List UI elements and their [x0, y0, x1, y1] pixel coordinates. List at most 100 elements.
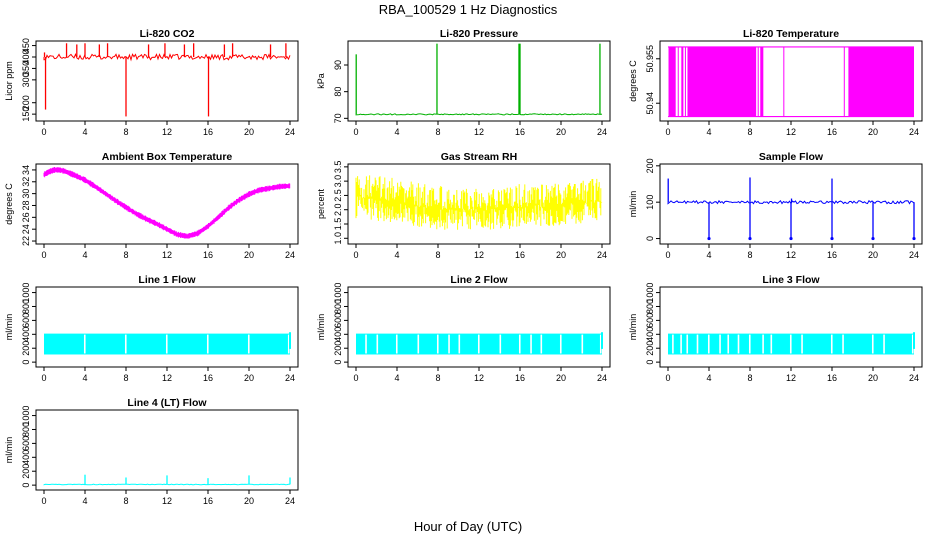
y-tick-label: 400 [21, 450, 31, 465]
x-tick-label: 20 [556, 127, 566, 137]
x-tick-label: 20 [244, 373, 254, 383]
y-tick-label: 1.0 [333, 232, 343, 245]
series-line [667, 199, 915, 205]
y-tick-label: 200 [21, 341, 31, 356]
y-tick-label: 600 [333, 313, 343, 328]
spike-point [912, 236, 916, 241]
y-tick-label: 1000 [645, 283, 655, 303]
x-tick-label: 20 [244, 250, 254, 260]
x-tick-label: 16 [203, 250, 213, 260]
x-tick-label: 24 [909, 127, 919, 137]
x-tick-label: 20 [868, 373, 878, 383]
flow-gap [686, 334, 689, 354]
y-tick-label: 800 [333, 299, 343, 314]
y-tick-label: 2.0 [333, 203, 343, 216]
x-tick-label: 0 [353, 127, 358, 137]
flow-gap [770, 334, 773, 354]
figure-title: RBA_100529 1 Hz Diagnostics [379, 2, 558, 17]
flow-gap [417, 334, 420, 354]
flow-gap [599, 334, 602, 354]
flow-gap [530, 334, 532, 354]
x-tick-label: 24 [909, 373, 919, 383]
panel-line4: Line 4 (LT) Flow 0 4 8 12 16 20 24 0 200400600800… [4, 397, 299, 506]
x-tick-label: 8 [123, 250, 128, 260]
x-tick-label: 20 [556, 373, 566, 383]
x-tick-label: 4 [82, 373, 87, 383]
y-tick-label: 32 [21, 177, 31, 187]
flow-gap [737, 334, 740, 354]
flow-gap [762, 334, 764, 354]
y-tick-label: 100 [645, 195, 655, 210]
x-tick-label: 20 [244, 127, 254, 137]
x-tick-label: 12 [162, 496, 172, 506]
y-tick-label: 0 [645, 236, 655, 241]
y-tick-label: 30 [21, 189, 31, 199]
y-axis-label: ml/min [628, 191, 638, 218]
flow-gap [448, 334, 450, 354]
panel-ambient: Ambient Box Temperature 0 4 8 12 16 20 24 22 24 26… [4, 151, 299, 260]
spike-point [707, 236, 711, 241]
y-axis-label: ml/min [4, 314, 14, 341]
y-tick-label: 80 [333, 87, 343, 97]
x-tick-label: 16 [827, 373, 837, 383]
x-tick-label: 8 [747, 127, 752, 137]
flow-gap [477, 334, 480, 354]
y-tick-label: 1000 [333, 283, 343, 303]
x-tick-label: 8 [435, 250, 440, 260]
x-tick-label: 24 [285, 496, 295, 506]
y-tick-label: 600 [645, 313, 655, 328]
spike-point [748, 236, 752, 241]
y-tick-label: 800 [645, 299, 655, 314]
x-tick-label: 24 [597, 127, 607, 137]
y-tick-label: 26 [21, 212, 31, 222]
x-tick-label: 16 [827, 127, 837, 137]
flow-gap [124, 334, 127, 354]
y-axis-label: degrees C [628, 60, 638, 102]
x-tick-label: 8 [123, 127, 128, 137]
panel-title: Line 4 (LT) Flow [127, 397, 207, 409]
y-tick-label: 600 [21, 313, 31, 328]
flow-gap [842, 334, 844, 354]
x-tick-label: 20 [868, 250, 878, 260]
y-tick-label: 3.0 [333, 175, 343, 188]
spike-point [830, 236, 834, 241]
y-tick-label: 0 [21, 483, 31, 488]
flow-gap [540, 334, 543, 354]
flow-gap [436, 334, 439, 354]
ambient-temp-series [43, 167, 291, 239]
x-tick-label: 0 [665, 373, 670, 383]
plot-area [355, 43, 603, 116]
y-tick-label: 34 [21, 165, 31, 175]
x-tick-label: 12 [786, 250, 796, 260]
flow-gap [911, 334, 914, 354]
series-line [355, 113, 603, 116]
x-tick-label: 8 [747, 250, 752, 260]
x-tick-label: 24 [285, 373, 295, 383]
x-tick-label: 0 [665, 250, 670, 260]
x-tick-label: 8 [123, 373, 128, 383]
plot-frame [659, 286, 923, 368]
x-tick-label: 4 [82, 496, 87, 506]
x-tick-label: 0 [41, 127, 46, 137]
y-tick-label: 200 [645, 158, 655, 173]
panel-title: Li-820 Pressure [440, 28, 518, 40]
y-axis-label: percent [316, 188, 326, 219]
panel-title: Line 3 Flow [762, 274, 820, 286]
flow-gap [247, 334, 250, 354]
y-tick-label: 200 [21, 464, 31, 479]
plot-area [43, 43, 291, 117]
x-tick-label: 8 [435, 373, 440, 383]
y-tick-label: 400 [21, 49, 31, 64]
x-tick-label: 4 [706, 250, 711, 260]
panel-title: Gas Stream RH [441, 151, 517, 163]
x-tick-label: 12 [786, 127, 796, 137]
x-tick-label: 24 [285, 250, 295, 260]
y-tick-label: 3.5 [333, 161, 343, 174]
flow-gap [559, 334, 562, 354]
x-tick-label: 12 [474, 373, 484, 383]
x-tick-label: 0 [353, 250, 358, 260]
